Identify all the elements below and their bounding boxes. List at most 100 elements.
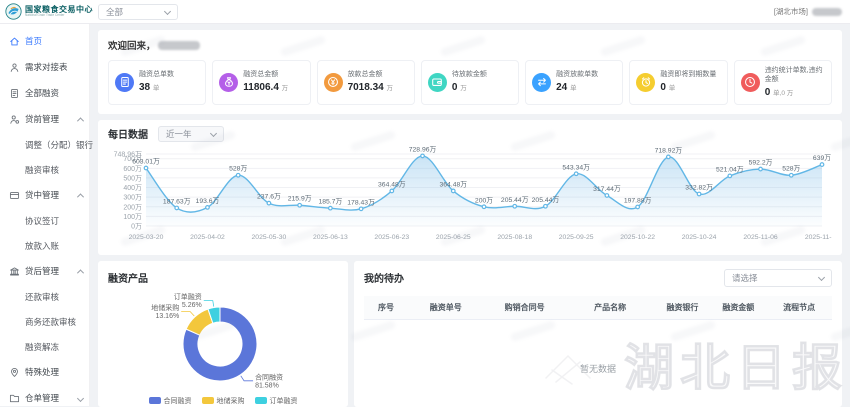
- svg-text:528万: 528万: [782, 164, 800, 172]
- legend-swatch: [149, 397, 161, 404]
- stat-title: 融资总金额: [243, 71, 288, 80]
- stat-value: 38 单: [139, 82, 174, 93]
- sidebar-subitem[interactable]: 协议签订: [0, 208, 89, 233]
- todo-filter-placeholder: 请选择: [732, 272, 758, 284]
- sidebar-subitem[interactable]: 融资解冻: [0, 334, 89, 359]
- sidebar-item-pre-loan[interactable]: 贷前管理: [0, 106, 89, 132]
- svg-text:2025-06-13: 2025-06-13: [313, 234, 348, 241]
- sidebar-item-demand-matching[interactable]: 需求对接表: [0, 54, 89, 80]
- stat-unit: 单,0 万: [773, 90, 793, 97]
- document-icon: [9, 88, 20, 99]
- stat-value: 24 单: [556, 82, 598, 93]
- market-filter-select[interactable]: 全部: [98, 4, 178, 20]
- daily-data-line-chart[interactable]: 0万100万200万300万400万500万600万700万748.96万603…: [108, 142, 832, 248]
- legend-item[interactable]: 合同融资: [149, 396, 192, 406]
- svg-text:521.04万: 521.04万: [716, 165, 744, 173]
- svg-text:528万: 528万: [229, 164, 247, 172]
- legend-swatch: [202, 397, 214, 404]
- todo-column-header: 融资单号: [408, 296, 484, 319]
- sidebar-item-label: 贷后管理: [25, 265, 59, 277]
- alarm-icon: [636, 73, 655, 92]
- todo-column-header: 流程节点: [766, 296, 832, 319]
- sidebar-item-label: 首页: [25, 35, 42, 47]
- svg-text:2025-09-25: 2025-09-25: [559, 234, 594, 241]
- svg-text:592.2万: 592.2万: [749, 158, 773, 166]
- svg-text:543.34万: 543.34万: [562, 163, 590, 171]
- legend-label: 订单融资: [270, 396, 298, 406]
- sidebar-subitem[interactable]: 商务还款审核: [0, 309, 89, 334]
- stat-value: 0 单,0 万: [765, 87, 825, 98]
- sidebar-subitem[interactable]: 还款审核: [0, 284, 89, 309]
- stat-card: 融资总金额 11806.4 万: [212, 60, 310, 105]
- sidebar-item-special[interactable]: 特殊处理: [0, 359, 89, 385]
- user-market-tag: [湖北市场]: [774, 6, 808, 17]
- daily-data-title: 每日数据: [108, 126, 148, 141]
- legend-item[interactable]: 订单融资: [255, 396, 298, 406]
- stat-title: 融资放款单数: [556, 71, 598, 80]
- svg-text:364.48万: 364.48万: [439, 180, 467, 188]
- todo-filter-select[interactable]: 请选择: [724, 269, 832, 287]
- svg-text:600万: 600万: [123, 164, 142, 172]
- svg-text:2025-10-22: 2025-10-22: [620, 234, 655, 241]
- svg-text:订单融资: 订单融资: [174, 292, 202, 301]
- sidebar-item-mid-loan[interactable]: 贷中管理: [0, 182, 89, 208]
- chevron-up-icon: [77, 269, 84, 276]
- svg-text:748.96万: 748.96万: [114, 150, 142, 158]
- home-icon: [9, 36, 20, 47]
- svg-text:215.9万: 215.9万: [288, 194, 312, 202]
- svg-text:187.63万: 187.63万: [163, 197, 191, 205]
- pin-icon: [9, 367, 20, 378]
- svg-text:2025-04-02: 2025-04-02: [190, 234, 225, 241]
- svg-text:2025-08-18: 2025-08-18: [497, 234, 532, 241]
- legend-item[interactable]: 地储采购: [202, 396, 245, 406]
- document-icon: [115, 73, 134, 92]
- sidebar-item-label: 全部融资: [25, 87, 59, 99]
- stat-unit: 万: [387, 85, 394, 92]
- bank-icon: [9, 266, 20, 277]
- stat-title: 融资即将到期数量: [660, 71, 716, 80]
- sidebar-subitem[interactable]: 放款入账: [0, 233, 89, 258]
- todo-column-header: 序号: [364, 296, 408, 319]
- donut-legend: 合同融资地储采购 订单融资: [108, 396, 338, 406]
- sidebar-item-label: 贷前管理: [25, 113, 59, 125]
- todo-column-header: 购销合同号: [484, 296, 566, 319]
- svg-text:13.16%: 13.16%: [155, 313, 179, 320]
- svg-text:332.82万: 332.82万: [685, 183, 713, 191]
- stat-value: 0 单: [660, 82, 716, 93]
- grain-trade-logo-icon: [5, 3, 22, 20]
- svg-text:200万: 200万: [123, 203, 142, 211]
- sidebar-subitem[interactable]: 融资审核: [0, 157, 89, 182]
- chevron-up-icon: [77, 193, 84, 200]
- app-header: 国家粮食交易中心 National Grain Trade Center 全部 …: [0, 0, 850, 24]
- svg-text:718.92万: 718.92万: [655, 146, 683, 154]
- sidebar-item-post-loan[interactable]: 贷后管理: [0, 258, 89, 284]
- wallet-icon: [428, 73, 447, 92]
- svg-text:500万: 500万: [123, 174, 142, 182]
- stat-card: 融资即将到期数量 0 单: [629, 60, 727, 105]
- svg-text:地储采购: 地储采购: [151, 303, 179, 312]
- date-range-select[interactable]: 近一年: [158, 126, 224, 142]
- svg-text:197.88万: 197.88万: [624, 196, 652, 204]
- sidebar-item-warehouse[interactable]: 仓单管理: [0, 385, 89, 407]
- welcome-text: 欢迎回来，: [108, 41, 156, 52]
- chevron-down-icon: [164, 8, 171, 15]
- svg-text:2025-10-24: 2025-10-24: [682, 234, 717, 241]
- svg-text:185.7万: 185.7万: [318, 197, 342, 205]
- svg-text:0万: 0万: [131, 222, 142, 230]
- sidebar-subitem[interactable]: 调整（分配）银行: [0, 132, 89, 157]
- sidebar-item-all-financing[interactable]: 全部融资: [0, 80, 89, 106]
- svg-text:200万: 200万: [475, 196, 493, 204]
- todo-title: 我的待办: [364, 270, 404, 285]
- user-gear-icon: [9, 114, 20, 125]
- stat-value: 11806.4 万: [243, 82, 288, 93]
- svg-text:193.6万: 193.6万: [196, 196, 220, 204]
- chevron-down-icon: [210, 130, 217, 137]
- chevron-up-icon: [77, 117, 84, 124]
- svg-text:2025-11-18: 2025-11-18: [805, 234, 832, 241]
- sidebar-item-home[interactable]: 首页: [0, 28, 89, 54]
- stat-unit: 万: [282, 85, 289, 92]
